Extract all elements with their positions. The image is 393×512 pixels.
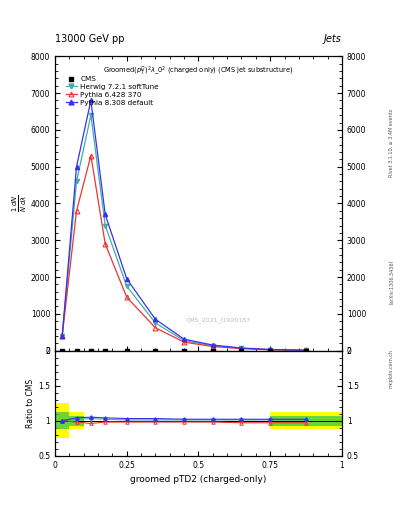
Bar — [270, 416, 292, 425]
Bar — [292, 416, 342, 425]
Text: Rivet 3.1.10, ≥ 3.4M events: Rivet 3.1.10, ≥ 3.4M events — [389, 109, 393, 178]
X-axis label: groomed pTD2 (charged-only): groomed pTD2 (charged-only) — [130, 475, 267, 484]
Text: CMS_2021_I1920187: CMS_2021_I1920187 — [186, 317, 251, 323]
Bar — [270, 412, 292, 429]
Legend: CMS, Herwig 7.2.1 softTune, Pythia 6.428 370, Pythia 8.308 default: CMS, Herwig 7.2.1 softTune, Pythia 6.428… — [64, 75, 160, 107]
Bar — [55, 403, 70, 438]
Text: [arXiv:1306.3436]: [arXiv:1306.3436] — [389, 260, 393, 304]
Bar — [55, 412, 70, 429]
Bar — [70, 416, 84, 425]
Bar — [70, 412, 84, 429]
Y-axis label: Ratio to CMS: Ratio to CMS — [26, 378, 35, 428]
Text: mcplots.cern.ch: mcplots.cern.ch — [389, 349, 393, 388]
Text: Jets: Jets — [324, 33, 342, 44]
Text: Groomed$(p_T^D)^2\lambda\_0^2$ (charged only) (CMS jet substructure): Groomed$(p_T^D)^2\lambda\_0^2$ (charged … — [103, 65, 294, 78]
Y-axis label: $\frac{1}{N}\frac{dN}{d\lambda}$: $\frac{1}{N}\frac{dN}{d\lambda}$ — [11, 195, 29, 212]
Text: 13000 GeV pp: 13000 GeV pp — [55, 33, 125, 44]
Bar — [292, 412, 342, 429]
